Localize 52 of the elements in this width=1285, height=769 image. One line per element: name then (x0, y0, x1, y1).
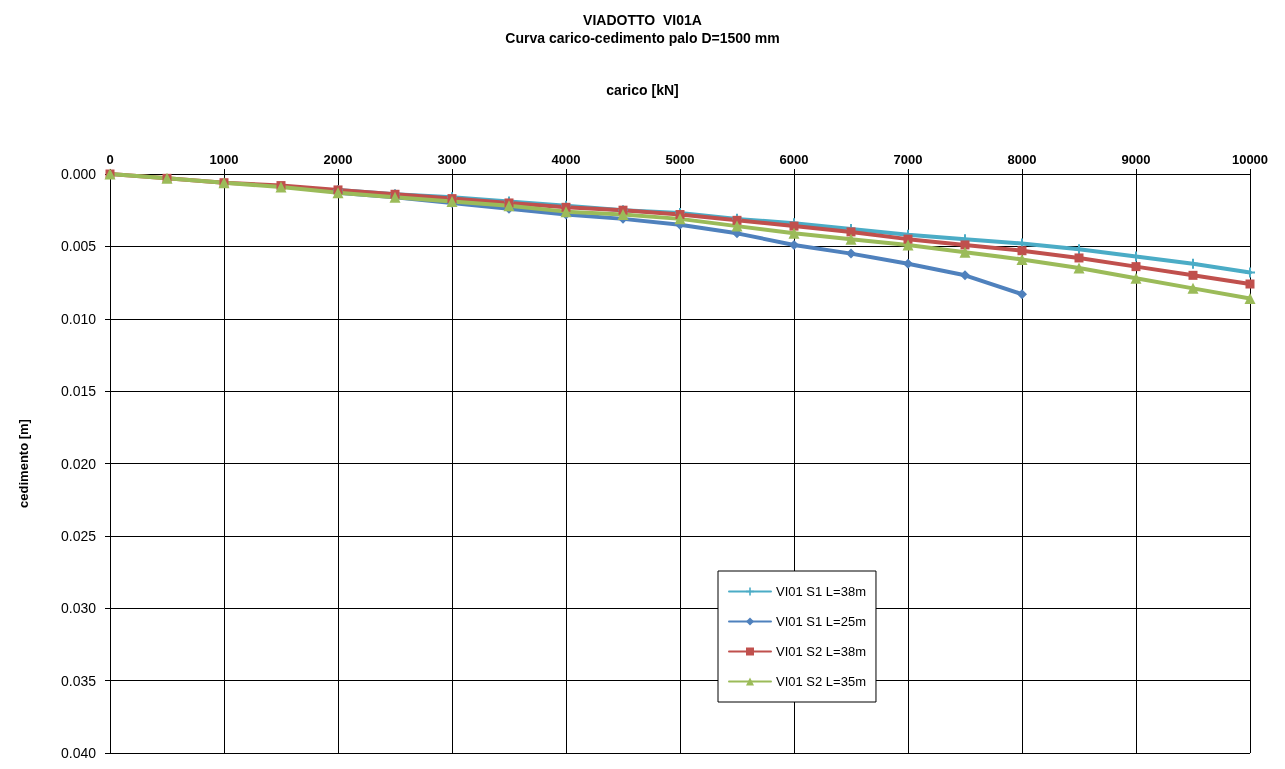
y-tick-label: 0.010 (60, 310, 97, 327)
x-tick-label: 4000 (551, 152, 581, 167)
x-axis-title: carico [kN] (606, 82, 679, 98)
chart-subtitle: Curva carico-cedimento palo D=1500 mm (505, 30, 780, 46)
point (1245, 279, 1255, 289)
legend-label: VI01 S1 L=25m (776, 614, 866, 629)
legend-label: VI01 S2 L=35m (776, 674, 866, 689)
y-tick-label: 0.015 (60, 383, 97, 400)
legend-label: VI01 S2 L=38m (776, 644, 866, 659)
point (788, 227, 800, 239)
y-tick-label: 0.005 (60, 238, 97, 255)
point (1016, 253, 1028, 265)
point (1017, 289, 1027, 300)
point (1073, 262, 1085, 274)
point (1187, 282, 1199, 294)
legend-label: VI01 S1 L=38m (776, 584, 866, 599)
point (617, 209, 629, 221)
y-axis-title: cedimento [m] (16, 419, 31, 508)
point (1131, 262, 1141, 272)
point (1074, 253, 1084, 263)
y-tick-label: 0.025 (60, 527, 97, 544)
x-tick-label: 7000 (893, 152, 923, 167)
point (674, 213, 686, 225)
point (1130, 272, 1142, 284)
point (960, 270, 970, 281)
point (960, 240, 970, 250)
point (903, 258, 913, 269)
x-tick-label: 3000 (437, 152, 467, 167)
chart-title: VIADOTTO VI01A (583, 12, 702, 28)
point (959, 246, 971, 258)
point (1188, 270, 1198, 280)
y-tick-label: 0.030 (60, 600, 97, 617)
point (1245, 267, 1255, 278)
x-tick-label: 0 (106, 152, 114, 167)
point (846, 248, 856, 259)
x-tick-label: 6000 (779, 152, 809, 167)
point (789, 239, 799, 250)
y-tick-label: 0.035 (60, 672, 97, 689)
x-tick-label: 2000 (323, 152, 353, 167)
point (1017, 246, 1027, 256)
y-tick-label: 0.040 (60, 745, 97, 761)
point (902, 239, 914, 251)
x-tick-label: 1000 (209, 152, 239, 167)
point (1244, 292, 1256, 304)
y-tick-label: 0.020 (60, 455, 97, 472)
y-tick-label: 0.000 (60, 166, 97, 182)
x-tick-label: 10000 (1231, 152, 1269, 167)
x-tick-label: 8000 (1007, 152, 1037, 167)
point (845, 233, 857, 245)
point (731, 220, 743, 232)
x-tick-label: 9000 (1121, 152, 1151, 167)
x-tick-label: 5000 (665, 152, 695, 167)
